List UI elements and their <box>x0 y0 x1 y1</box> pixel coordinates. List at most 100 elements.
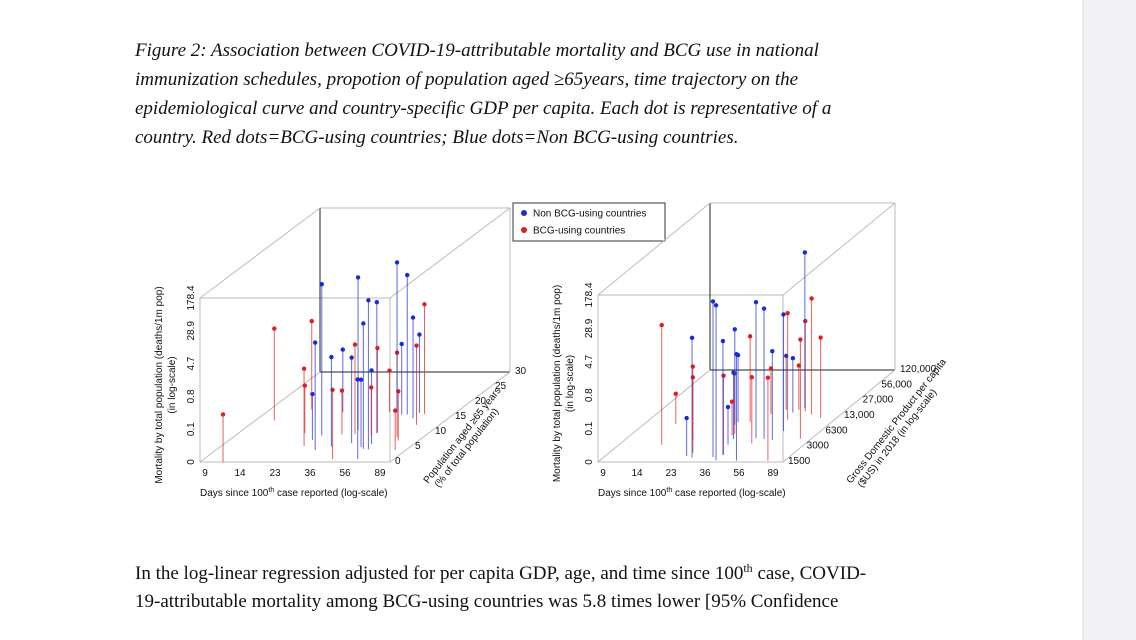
dot <box>302 383 308 388</box>
dot <box>369 368 374 373</box>
z-tick-label: 1500 <box>788 456 811 467</box>
dot <box>684 415 689 421</box>
dot <box>735 352 741 358</box>
y-tick-label: 178.4 <box>584 282 595 307</box>
y-axis-title: (in log-scale) <box>565 355 576 412</box>
dot <box>329 354 334 360</box>
box-edge <box>199 371 321 463</box>
dot <box>753 299 759 305</box>
z-tick-label: 6300 <box>825 425 848 436</box>
dot <box>790 355 796 361</box>
dot <box>659 322 664 328</box>
z-axis-title: (% of total population) <box>433 406 502 489</box>
z-tick-label: 25 <box>495 381 507 392</box>
dot <box>689 335 695 341</box>
dot <box>731 370 736 375</box>
dot <box>749 375 754 380</box>
y-tick-label: 4.7 <box>584 354 595 368</box>
dot <box>785 310 790 316</box>
x-tick-label: 9 <box>600 468 606 479</box>
text: In the log-linear regression adjusted fo… <box>135 563 743 584</box>
x-tick-label: 14 <box>234 468 246 479</box>
dot <box>809 296 814 301</box>
dot <box>310 391 315 397</box>
dot <box>765 375 771 380</box>
dot <box>301 366 307 371</box>
dot <box>721 373 726 378</box>
dot <box>399 341 404 347</box>
caption: Figure 2: Association between COVID-19-a… <box>134 40 831 148</box>
y-tick-label: 0.1 <box>584 421 595 435</box>
z-tick-label: 10 <box>435 426 447 437</box>
dot <box>387 368 392 373</box>
legend: Non BCG-using countries BCG-using countr… <box>512 202 666 242</box>
y-tick-label: 28.9 <box>584 318 595 338</box>
z-tick-label: 120,000 <box>900 364 937 375</box>
z-tick-label: 27,000 <box>863 395 894 406</box>
y-axis-title: Mortality by total population (deaths/1m… <box>154 286 165 483</box>
z-tick-label: 5 <box>415 441 421 452</box>
dot <box>410 315 416 320</box>
page-margin <box>1083 0 1136 640</box>
box-edge <box>782 202 896 296</box>
dot <box>339 388 345 393</box>
dot <box>374 299 380 305</box>
dot <box>720 338 726 344</box>
box-edge <box>389 371 511 463</box>
dot <box>405 272 410 278</box>
dot <box>366 298 371 303</box>
z-axis-title: Gross Domestic Product per capita <box>845 357 949 486</box>
dot <box>394 260 400 265</box>
text: Days since 100 <box>598 488 667 499</box>
dot <box>770 349 775 354</box>
legend-box <box>512 202 666 242</box>
superscript: th <box>666 487 672 494</box>
dot <box>422 302 427 307</box>
dot <box>369 385 374 390</box>
dot <box>358 377 364 382</box>
x-tick-label: 89 <box>767 468 779 479</box>
legend-label: Non BCG-using countries <box>533 209 646 220</box>
y-tick-label: 178.4 <box>186 285 197 310</box>
z-tick-label: 30 <box>515 366 527 377</box>
dot <box>319 282 324 287</box>
z-tick-label: 0 <box>395 456 401 467</box>
y-tick-label: 0 <box>584 459 595 465</box>
y-tick-label: 0.8 <box>186 389 197 403</box>
dot <box>713 303 719 308</box>
box-edge <box>389 207 511 299</box>
z-tick-label: 3000 <box>807 441 830 452</box>
dot <box>392 408 398 413</box>
caption-line: Figure 2: Association between COVID-19-a… <box>134 40 819 61</box>
y-tick-label: 0.1 <box>186 422 197 436</box>
x-tick-label: 36 <box>699 468 711 479</box>
superscript: th <box>268 487 274 494</box>
dot <box>729 399 735 404</box>
x-tick-label: 56 <box>339 468 351 479</box>
dot <box>802 250 808 255</box>
dot <box>352 342 358 347</box>
x-tick-label: 14 <box>631 468 643 479</box>
caption-line: immunization schedules, propotion of pop… <box>135 69 798 90</box>
dot <box>768 366 774 371</box>
z-tick-label: 20 <box>475 396 487 407</box>
z-tick-label: 15 <box>455 411 467 422</box>
x-tick-label: 56 <box>733 468 745 479</box>
x-tick-label: 23 <box>269 468 281 479</box>
dot <box>710 299 716 304</box>
text: case reported (log-scale) <box>672 488 785 499</box>
dot <box>361 321 366 326</box>
dot <box>375 345 380 351</box>
x-tick-label: 23 <box>665 468 677 479</box>
dot <box>761 306 767 311</box>
caption-line: country. Red dots=BCG-using countries; B… <box>135 127 739 148</box>
dot <box>818 335 823 340</box>
dot <box>349 355 354 360</box>
box-edge <box>782 369 896 463</box>
dot <box>355 275 361 280</box>
dot <box>798 337 803 342</box>
text: case reported (log-scale) <box>274 488 387 499</box>
legend-dot <box>521 227 527 233</box>
z-axis-title: Population aged ≥65 years <box>422 385 504 485</box>
legend-dot <box>521 210 527 216</box>
